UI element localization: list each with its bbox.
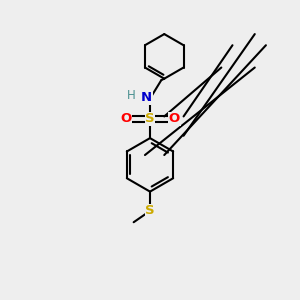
Text: S: S <box>145 112 155 125</box>
Text: H: H <box>127 88 136 101</box>
Text: O: O <box>169 112 180 125</box>
Text: N: N <box>141 92 152 104</box>
Text: O: O <box>120 112 131 125</box>
Text: S: S <box>145 204 155 218</box>
